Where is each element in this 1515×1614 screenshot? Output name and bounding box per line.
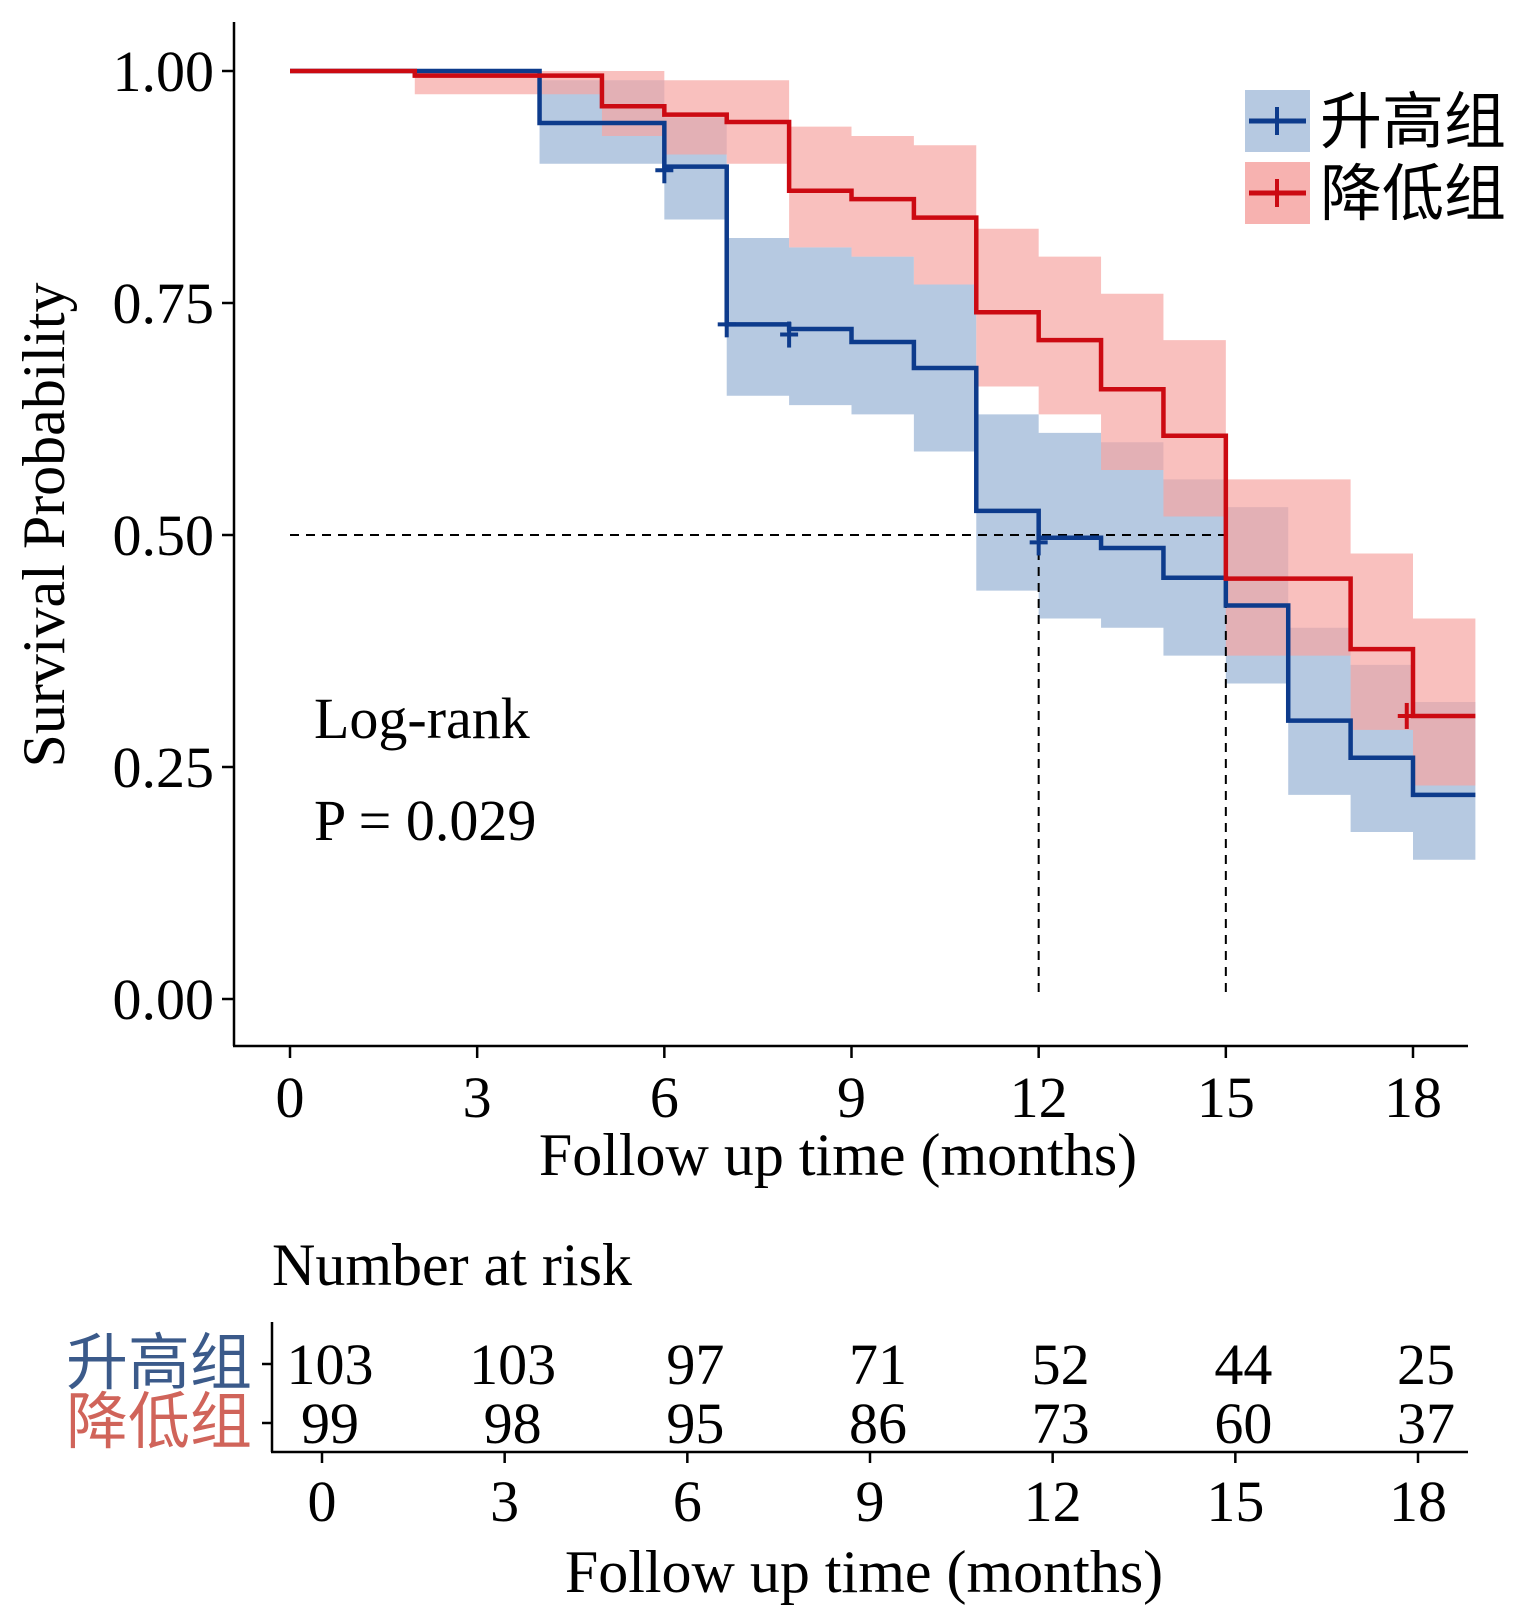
y-tick-label: 1.00: [113, 39, 215, 104]
band-high-group: [290, 71, 1476, 860]
risk-count: 73: [1032, 1391, 1090, 1456]
median-lines: [290, 534, 1227, 999]
risk-count: 60: [1214, 1391, 1272, 1456]
risk-count: 99: [301, 1391, 359, 1456]
km-plot: 0.00 0.25 0.50 0.75 1.00 0 3 6 9 12 15 18 Survival…: [11, 22, 1506, 1188]
censor-mark: [655, 157, 674, 184]
risk-count: 44: [1214, 1332, 1272, 1397]
risk-count: 95: [666, 1391, 724, 1456]
risk-count: 103: [287, 1332, 374, 1397]
risk-x-tick-label: 0: [308, 1469, 337, 1534]
risk-x-tick-label: 15: [1206, 1469, 1264, 1534]
logrank-label: Log-rank: [314, 686, 530, 751]
risk-count: 97: [666, 1332, 724, 1397]
risk-group-label: 降低组: [66, 1389, 252, 1457]
risk-count: 71: [849, 1332, 907, 1397]
legend-item: 降低组: [1245, 161, 1506, 229]
risk-table-rows: 升高组 103 103 97 71 52 44 25 降低组 99 98 95 86 73 60 37: [66, 1330, 1455, 1457]
x-tick-label: 18: [1384, 1065, 1442, 1130]
risk-group-label: 升高组: [66, 1330, 252, 1398]
x-tick-label: 0: [276, 1065, 305, 1130]
p-value-label: P = 0.029: [314, 788, 536, 853]
risk-count: 25: [1397, 1332, 1455, 1397]
censor-mark: [1397, 702, 1416, 729]
x-tick-label: 9: [837, 1065, 866, 1130]
censor-mark: [717, 311, 736, 338]
curve-low-group: [290, 68, 1476, 719]
risk-x-tick-label: 6: [673, 1469, 702, 1534]
x-tick-label: 12: [1010, 1065, 1068, 1130]
risk-count: 86: [849, 1391, 907, 1456]
risk-table-title: Number at risk: [272, 1232, 632, 1298]
x-tick-label: 15: [1197, 1065, 1255, 1130]
y-axis-title: Survival Probability: [11, 283, 77, 768]
confidence-bands: [290, 71, 1476, 860]
risk-x-tick-label: 3: [490, 1469, 519, 1534]
curve-high-group: [290, 68, 1476, 798]
legend-label: 升高组: [1320, 89, 1506, 157]
y-axis-ticks: 0.00 0.25 0.50 0.75 1.00: [113, 39, 234, 1032]
y-tick-label: 0.00: [113, 967, 215, 1032]
x-tick-label: 6: [650, 1065, 679, 1130]
legend-item: 升高组: [1245, 89, 1506, 157]
censor-marks: [655, 157, 1416, 729]
survival-curves: [290, 68, 1476, 798]
x-axis-ticks: 0 3 6 9 12 15 18: [276, 1046, 1442, 1130]
risk-x-tick-label: 18: [1389, 1469, 1447, 1534]
x-tick-label: 3: [463, 1065, 492, 1130]
y-tick-label: 0.50: [113, 503, 215, 568]
risk-count: 37: [1397, 1391, 1455, 1456]
y-tick-label: 0.75: [113, 271, 215, 336]
y-tick-label: 0.25: [113, 735, 215, 800]
risk-count: 52: [1032, 1332, 1090, 1397]
risk-table-x-axis-title: Follow up time (months): [565, 1539, 1163, 1605]
risk-x-tick-label: 9: [856, 1469, 885, 1534]
censor-mark: [1029, 529, 1048, 556]
censor-mark: [780, 321, 799, 348]
risk-count: 98: [484, 1391, 542, 1456]
risk-count: 103: [469, 1332, 556, 1397]
x-axis-title: Follow up time (months): [539, 1122, 1137, 1188]
legend-label: 降低组: [1320, 161, 1506, 229]
risk-table-x-ticks: 0 3 6 9 12 15 18: [308, 1452, 1447, 1534]
risk-x-tick-label: 12: [1024, 1469, 1082, 1534]
band-low-group: [290, 71, 1476, 786]
